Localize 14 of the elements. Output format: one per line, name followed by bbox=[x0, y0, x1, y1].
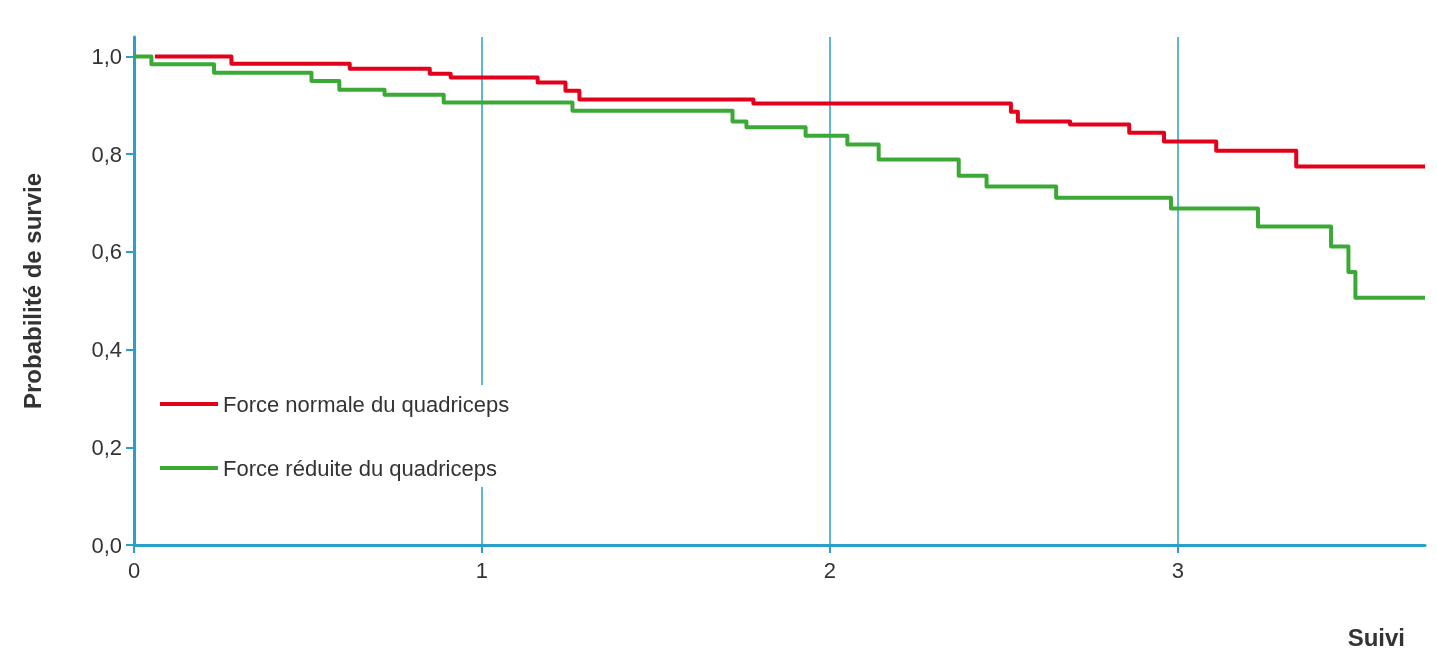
y-tick-label: 0,2 bbox=[91, 434, 122, 460]
y-axis-title: Probabilité de survie bbox=[18, 172, 46, 410]
x-axis-title: Suivi bbox=[1347, 623, 1405, 651]
x-tick-label: 0 bbox=[127, 557, 141, 583]
x-tick-label: 2 bbox=[823, 557, 837, 583]
y-tick-label: 0,6 bbox=[91, 239, 122, 265]
y-tick-label: 0,8 bbox=[91, 141, 122, 167]
x-tick-label: 3 bbox=[1171, 557, 1185, 583]
legend-label: Force réduite du quadriceps bbox=[223, 455, 497, 481]
x-tick-label: 1 bbox=[475, 557, 489, 583]
y-tick-label: 0,4 bbox=[91, 337, 122, 363]
y-tick-label: 0,0 bbox=[91, 532, 122, 558]
y-tick-label: 1,0 bbox=[91, 44, 122, 70]
legend-label: Force normale du quadriceps bbox=[223, 391, 510, 417]
